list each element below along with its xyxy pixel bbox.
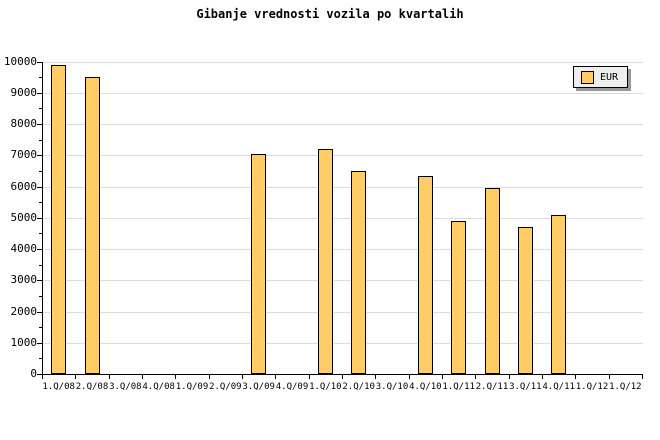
- legend-label: EUR: [600, 71, 619, 83]
- x-tick: [342, 375, 343, 379]
- legend: EUR: [573, 66, 629, 88]
- x-tick-label: 4.Q/08: [142, 382, 175, 392]
- chart-title: Gibanje vrednosti vozila po kvartalih: [196, 7, 464, 21]
- legend-swatch-eur: [581, 70, 594, 84]
- x-tick-label: 1.Q/09: [175, 382, 209, 392]
- y-minor-tick: [39, 170, 42, 172]
- y-tick-label: 6000: [10, 179, 38, 193]
- x-tick: [575, 375, 577, 379]
- gridline: [43, 280, 643, 282]
- gridline: [43, 217, 643, 219]
- gridline: [43, 311, 643, 313]
- x-tick-label: 1.Q/10: [309, 382, 342, 392]
- y-tick: [37, 374, 42, 375]
- x-tick-label: 2.Q/11: [475, 382, 509, 392]
- x-tick-label: 3.Q/08: [109, 382, 142, 392]
- bar: [84, 77, 100, 374]
- x-tick: [175, 375, 177, 379]
- x-tick: [42, 375, 43, 379]
- x-tick: [542, 375, 543, 379]
- y-tick-label: 2000: [10, 304, 38, 318]
- y-tick: [37, 124, 42, 125]
- y-minor-tick: [39, 264, 42, 266]
- bar: [251, 153, 267, 374]
- x-tick: [275, 375, 277, 379]
- gridline: [43, 61, 643, 63]
- x-tick: [108, 375, 110, 379]
- y-tick-label: 3000: [10, 273, 38, 287]
- y-tick: [37, 61, 42, 63]
- x-tick-label: 4.Q/10: [409, 382, 442, 392]
- x-tick: [442, 375, 443, 379]
- bar: [551, 214, 567, 374]
- x-tick: [508, 375, 510, 379]
- x-tick-label: 1.Q/12: [575, 382, 609, 392]
- x-tick: [642, 375, 643, 379]
- gridline: [43, 342, 643, 344]
- x-axis-line: [42, 374, 643, 375]
- y-minor-tick: [39, 202, 42, 204]
- y-tick: [37, 155, 42, 157]
- x-tick: [75, 375, 77, 379]
- gridline: [43, 186, 643, 188]
- y-tick: [37, 280, 42, 282]
- y-tick-label: 10000: [3, 54, 37, 68]
- y-tick: [37, 249, 42, 250]
- bar: [517, 227, 533, 374]
- y-minor-tick: [39, 77, 42, 79]
- y-tick-label: 9000: [10, 85, 38, 99]
- y-tick: [37, 342, 42, 344]
- y-axis-line: [42, 61, 43, 375]
- gridline: [43, 155, 643, 157]
- x-tick: [308, 375, 310, 379]
- gridline: [43, 249, 643, 250]
- y-tick: [37, 311, 42, 313]
- x-tick: [608, 375, 610, 379]
- y-tick-label: 0: [30, 367, 37, 380]
- gridline: [43, 92, 643, 94]
- x-tick: [142, 375, 143, 379]
- x-tick-label: 4.Q/11: [542, 382, 575, 392]
- x-tick: [375, 375, 377, 379]
- x-tick-label: 3.Q/11: [509, 382, 542, 392]
- bar: [351, 170, 367, 374]
- y-minor-tick: [39, 327, 42, 329]
- bar: [484, 188, 500, 374]
- y-tick-label: 5000: [10, 210, 38, 224]
- y-minor-tick: [39, 358, 42, 360]
- bar: [317, 149, 333, 374]
- x-tick: [475, 375, 477, 379]
- gridline: [43, 124, 643, 125]
- x-tick-label: 3.Q/09: [242, 382, 275, 392]
- y-tick-label: 1000: [10, 335, 38, 349]
- x-tick-label: 3.Q/10: [375, 382, 409, 392]
- x-tick-label: 2.Q/10: [342, 382, 375, 392]
- x-tick: [408, 375, 410, 379]
- y-minor-tick: [39, 139, 42, 141]
- x-tick-label: 4.Q/09: [275, 382, 309, 392]
- x-tick-label: 1.Q/11: [442, 382, 475, 392]
- x-tick-label: 2.Q/08: [75, 382, 109, 392]
- y-minor-tick: [39, 108, 42, 110]
- y-minor-tick: [39, 295, 42, 297]
- y-tick: [37, 92, 42, 94]
- y-minor-tick: [39, 233, 42, 235]
- x-tick-label: 1.Q/12: [609, 382, 642, 392]
- x-tick-label: 2.Q/09: [209, 382, 242, 392]
- bar: [417, 175, 433, 374]
- y-tick: [37, 217, 42, 219]
- y-tick-label: 7000: [10, 148, 38, 162]
- y-tick-label: 8000: [10, 117, 38, 130]
- x-tick-label: 1.Q/08: [42, 382, 75, 392]
- y-tick: [37, 186, 42, 188]
- bar: [51, 64, 67, 374]
- x-tick: [242, 375, 243, 379]
- y-tick-label: 4000: [10, 242, 38, 255]
- bar: [451, 220, 467, 374]
- x-tick: [208, 375, 210, 379]
